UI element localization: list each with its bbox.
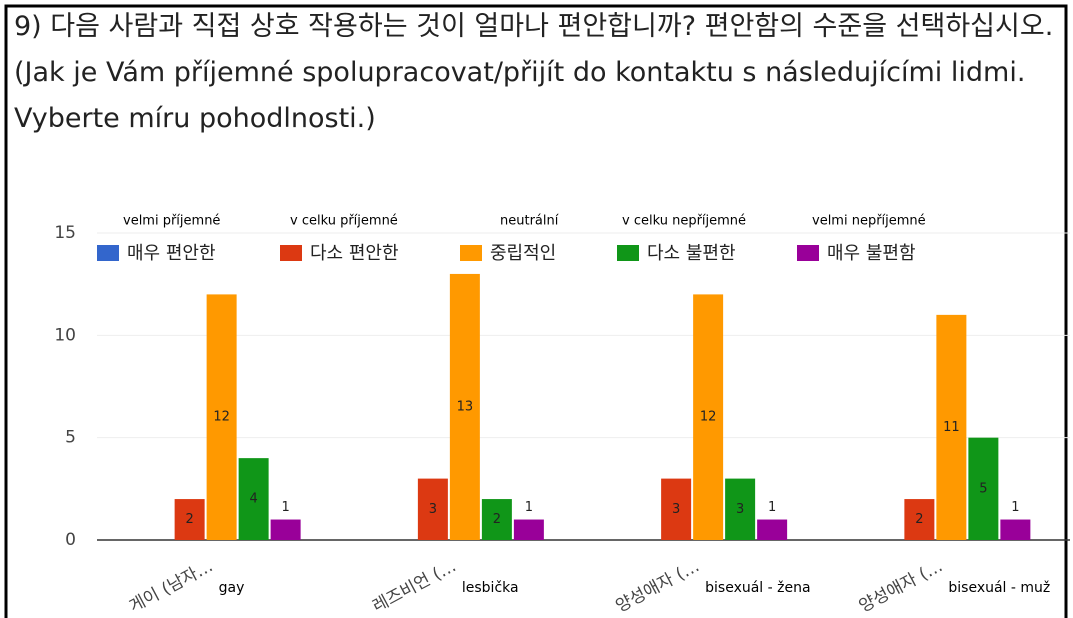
legend-label: 다소 불편한: [647, 243, 736, 264]
legend-label: 중립적인: [490, 243, 556, 264]
data-label: 1: [525, 500, 533, 515]
data-label: 1: [281, 500, 289, 515]
bar: [757, 519, 788, 540]
y-tick-label: 5: [65, 428, 76, 448]
data-label: 5: [979, 481, 987, 496]
bar: [481, 499, 512, 540]
bar: [936, 314, 967, 540]
data-label: 2: [493, 512, 501, 527]
legend-label: 매우 편안한: [127, 243, 216, 264]
legend-annotation: neutrální: [500, 214, 559, 229]
bar: [1000, 519, 1031, 540]
legend-annotation: v celku nepříjemné: [622, 214, 746, 229]
data-label: 2: [185, 512, 193, 527]
data-label: 3: [429, 502, 437, 517]
legend-label: 다소 편안한: [310, 243, 399, 264]
bar: [449, 273, 480, 540]
data-label: 12: [213, 410, 230, 425]
x-tick-label: 게이 (남자…: [126, 556, 216, 617]
bar: [968, 437, 999, 540]
legend-swatch: [617, 245, 639, 261]
data-label: 1: [1011, 500, 1019, 515]
y-tick-label: 10: [54, 325, 76, 345]
y-tick-label: 15: [54, 223, 76, 243]
bar: [513, 519, 544, 540]
category-annotation: bisexuál - žena: [705, 580, 810, 596]
y-tick-label: 0: [65, 530, 76, 550]
data-label: 11: [943, 420, 960, 435]
legend-swatch: [797, 245, 819, 261]
data-label: 3: [736, 502, 744, 517]
data-label: 4: [249, 492, 257, 507]
legend-annotation: velmi příjemné: [123, 214, 220, 229]
bar: [661, 478, 692, 540]
data-label: 2: [915, 512, 923, 527]
data-label: 12: [700, 410, 717, 425]
legend-annotation: v celku příjemné: [290, 214, 398, 229]
legend-swatch: [97, 245, 119, 261]
bar: [417, 478, 448, 540]
data-label: 1: [768, 500, 776, 515]
x-tick-label: 양성애자 (…: [856, 556, 946, 617]
bar: [174, 499, 205, 540]
legend-swatch: [460, 245, 482, 261]
x-tick-label: 레즈비언 (…: [369, 556, 459, 617]
frame-border: [4, 4, 1068, 618]
data-label: 13: [457, 399, 474, 414]
bar: [270, 519, 301, 540]
x-tick-label: 양성애자 (…: [613, 556, 703, 617]
category-annotation: lesbička: [462, 580, 519, 596]
category-annotation: bisexuál - muž: [948, 580, 1050, 596]
legend-label: 매우 불편함: [827, 243, 916, 264]
bar: [693, 294, 724, 540]
bar: [206, 294, 237, 540]
category-annotation: gay: [219, 580, 245, 596]
bar: [238, 458, 269, 540]
bar: [904, 499, 935, 540]
data-label: 3: [672, 502, 680, 517]
legend-swatch: [280, 245, 302, 261]
chart-title: 9) 다음 사람과 직접 상호 작용하는 것이 얼마나 편안합니까? 편안함의 …: [14, 11, 1054, 134]
legend-annotation: velmi nepříjemné: [812, 214, 926, 229]
bar: [725, 478, 756, 540]
